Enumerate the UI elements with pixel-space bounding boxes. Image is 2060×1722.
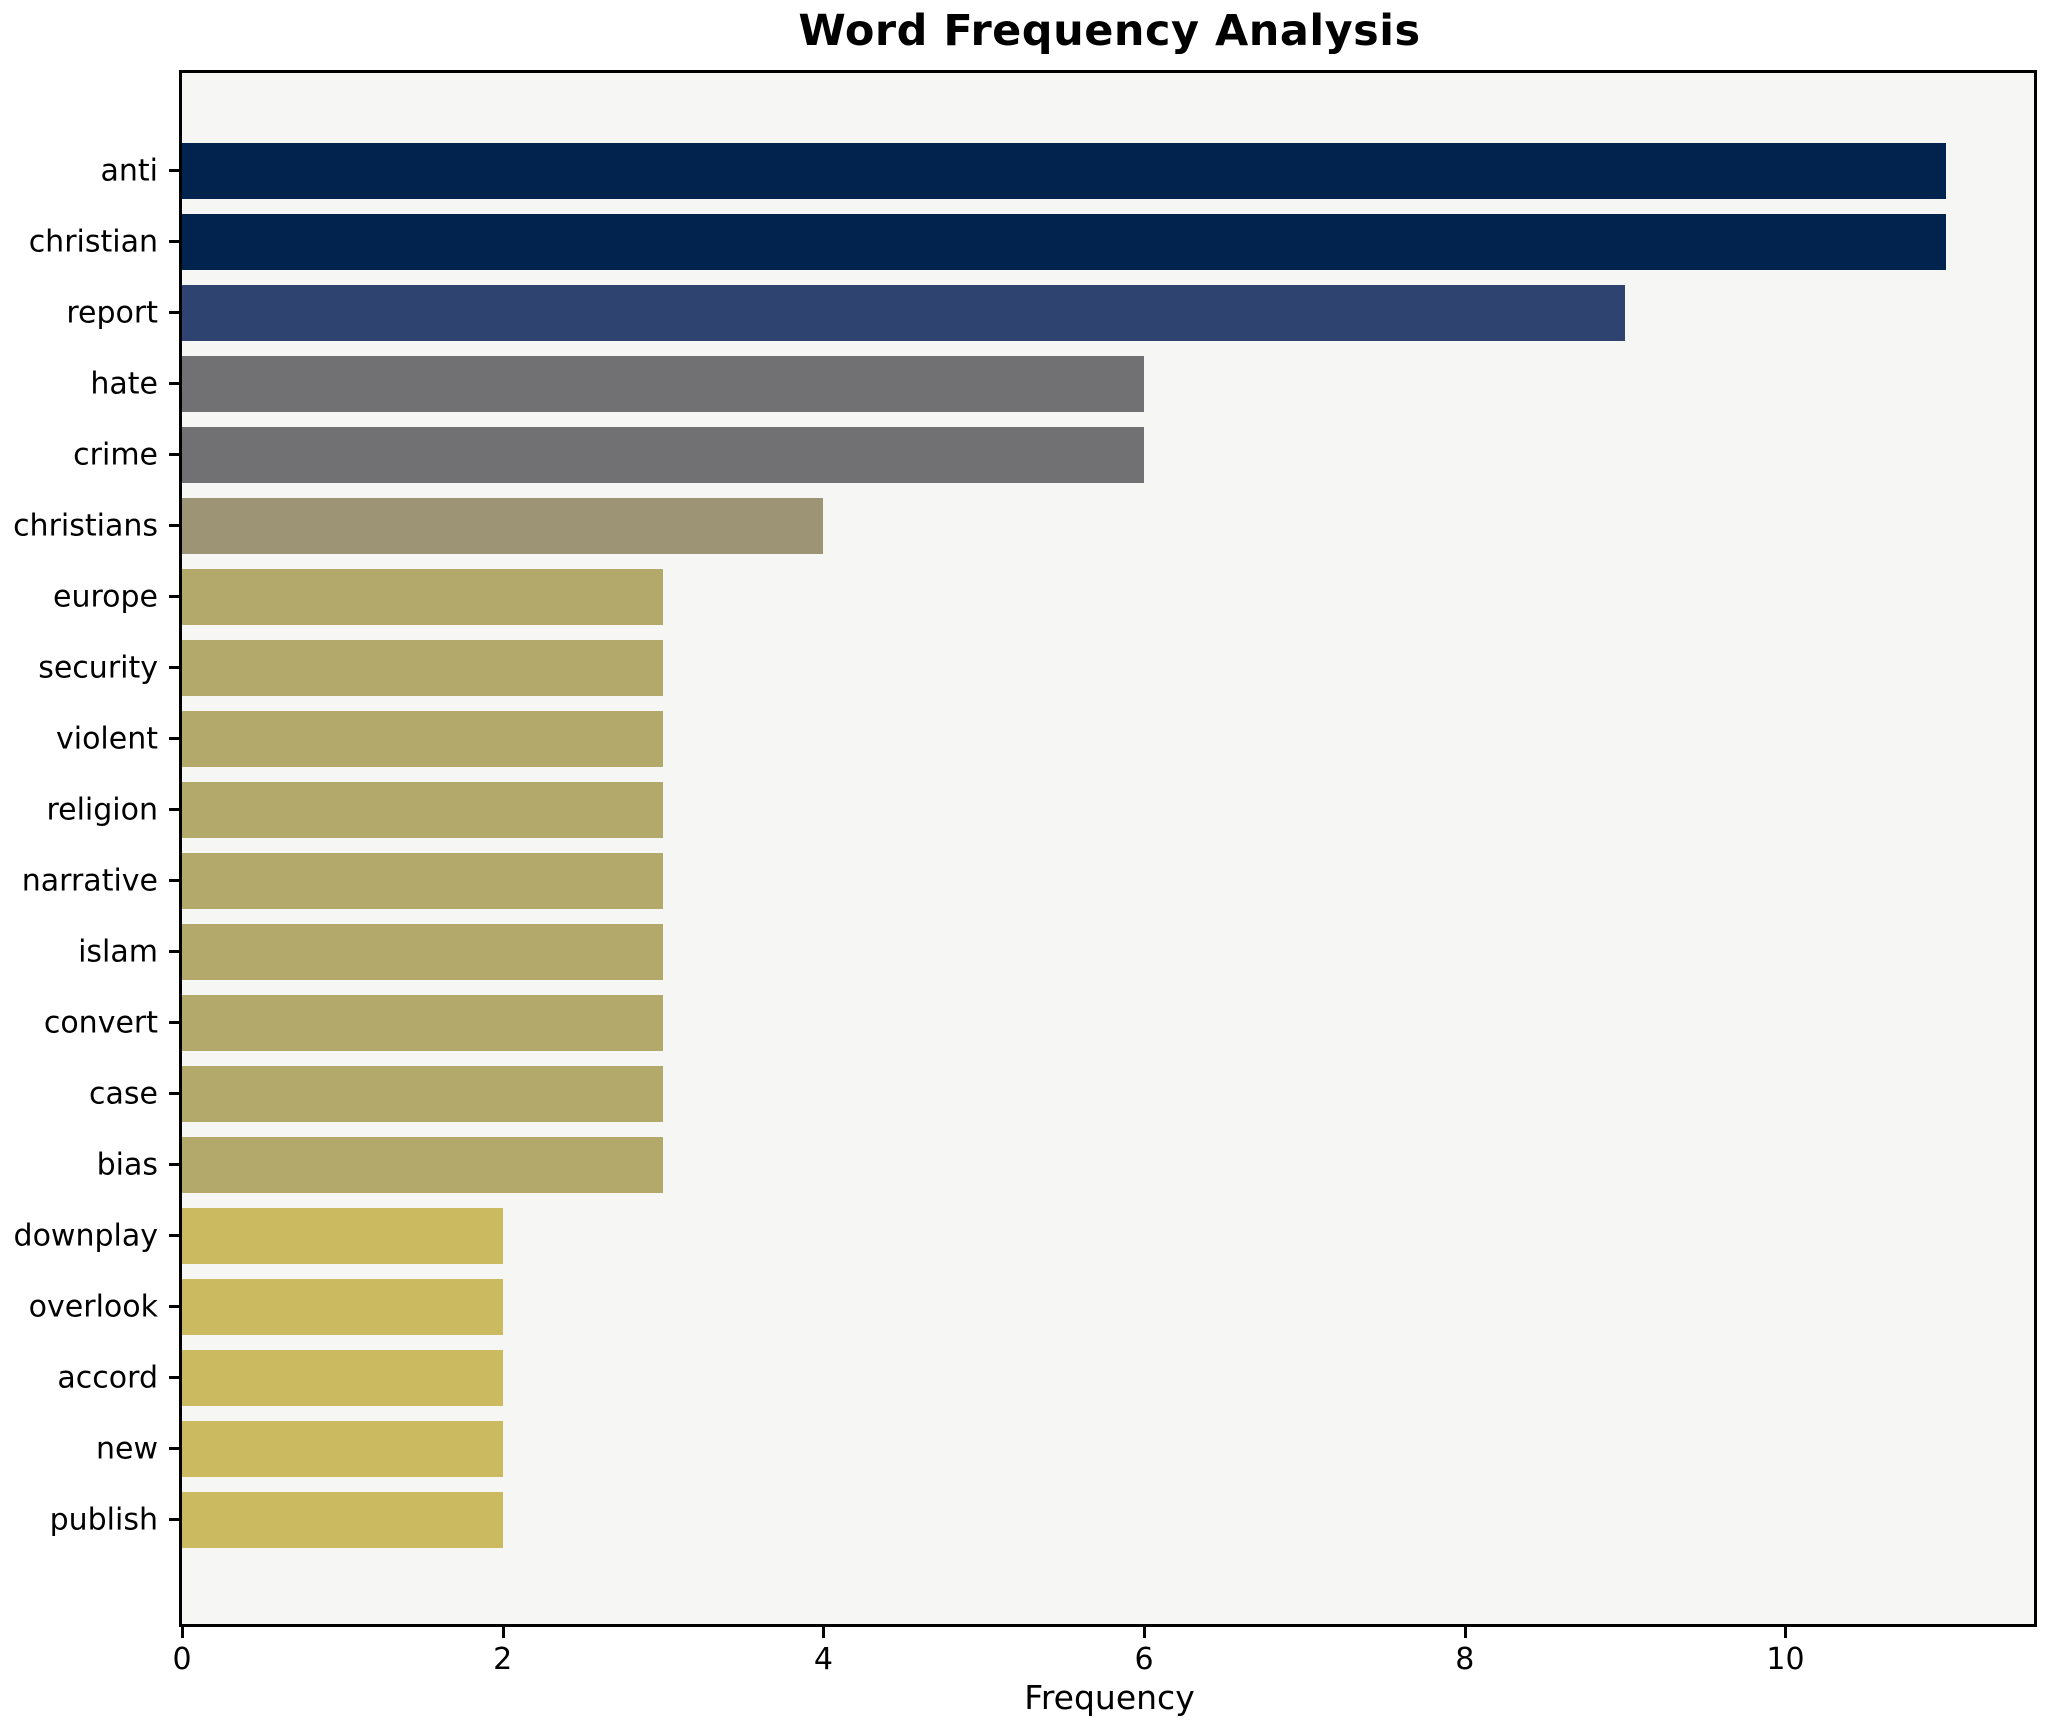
y-axis-tick xyxy=(169,1517,179,1521)
y-axis-category-label: christians xyxy=(13,508,158,543)
x-axis-tick-label: 4 xyxy=(813,1642,833,1677)
frequency-bar xyxy=(182,781,664,838)
frequency-bar xyxy=(182,568,664,625)
y-axis-category-label: crime xyxy=(73,437,158,472)
y-axis-category-label: case xyxy=(89,1076,158,1111)
bars-container: anti christian report hate crime christians eu… xyxy=(13,135,2034,1555)
y-axis-category-label: religion xyxy=(46,792,158,827)
y-axis-tick xyxy=(169,594,179,598)
x-axis-tick-label: 6 xyxy=(1134,1642,1154,1677)
frequency-bar xyxy=(182,355,1145,412)
y-axis-tick xyxy=(169,168,179,172)
x-axis-tick-mark xyxy=(181,1627,184,1638)
bar-row: new xyxy=(96,1413,2034,1484)
y-axis-tick xyxy=(169,878,179,882)
bar-row: downplay xyxy=(14,1200,2034,1271)
y-axis-tick xyxy=(169,665,179,669)
plot-area: anti christian report hate crime christians eu… xyxy=(13,70,2037,1677)
bar-row: christian xyxy=(29,206,2034,277)
frequency-bar xyxy=(182,1491,503,1548)
frequency-bar xyxy=(182,639,664,696)
y-axis-category-label: downplay xyxy=(13,1218,158,1253)
x-axis-tick-label: 10 xyxy=(1766,1642,1805,1677)
y-axis-tick xyxy=(169,523,179,527)
y-axis-tick xyxy=(169,1091,179,1095)
y-axis-tick xyxy=(169,381,179,385)
bar-row: accord xyxy=(57,1342,2034,1413)
y-axis-tick xyxy=(169,1446,179,1450)
x-axis-tick-mark xyxy=(1143,1627,1147,1638)
y-axis-category-label: bias xyxy=(96,1147,158,1182)
frequency-bar xyxy=(182,1207,503,1264)
frequency-bar xyxy=(182,142,1946,199)
y-axis-tick xyxy=(169,736,179,740)
frequency-bar xyxy=(182,426,1145,483)
y-axis-tick xyxy=(169,1020,179,1024)
x-axis-tick-mark xyxy=(501,1627,505,1638)
frequency-bar xyxy=(182,710,664,767)
y-axis-tick xyxy=(169,807,179,811)
bar-row: europe xyxy=(53,561,2034,632)
bar-row: report xyxy=(66,277,2034,348)
bar-row: violent xyxy=(56,703,2034,774)
frequency-bar xyxy=(182,284,1626,341)
y-axis-category-label: islam xyxy=(78,934,158,969)
bar-row: convert xyxy=(44,987,2034,1058)
y-axis-category-label: new xyxy=(95,1431,158,1466)
y-axis-tick xyxy=(169,1375,179,1379)
bar-row: publish xyxy=(50,1484,2034,1555)
frequency-bar xyxy=(182,852,664,909)
y-axis-category-label: violent xyxy=(55,721,158,756)
y-axis-category-label: hate xyxy=(90,366,158,401)
bar-row: narrative xyxy=(22,845,2034,916)
chart-title: Word Frequency Analysis xyxy=(798,6,1421,56)
bar-row: islam xyxy=(78,916,2034,987)
y-axis-category-label: narrative xyxy=(21,863,158,898)
y-axis-category-label: report xyxy=(66,295,158,330)
bar-row: religion xyxy=(46,774,2034,845)
y-axis-category-label: europe xyxy=(53,579,158,614)
bar-row: case xyxy=(89,1058,2034,1129)
frequency-bar xyxy=(182,994,664,1051)
x-axis-label: Frequency xyxy=(1024,1678,1195,1717)
frequency-bar xyxy=(182,1420,503,1477)
y-axis-tick xyxy=(169,1233,179,1237)
y-axis-category-label: convert xyxy=(43,1005,158,1040)
y-axis-tick xyxy=(169,949,179,953)
frequency-bar xyxy=(182,1065,664,1122)
x-axis-tick-label: 2 xyxy=(493,1642,513,1677)
frequency-bar xyxy=(182,923,664,980)
y-axis-tick xyxy=(169,239,179,243)
y-axis-category-label: accord xyxy=(57,1360,158,1395)
frequency-bar xyxy=(182,1278,503,1335)
bar-row: crime xyxy=(73,419,2034,490)
y-axis-tick xyxy=(169,1162,179,1166)
x-axis-tick-label: 8 xyxy=(1455,1642,1475,1677)
bar-row: security xyxy=(38,632,2034,703)
y-axis-tick xyxy=(169,310,179,314)
x-axis-tick-label: 0 xyxy=(172,1642,192,1677)
y-axis-category-label: christian xyxy=(28,224,158,259)
frequency-bar xyxy=(182,1136,664,1193)
y-axis-category-label: security xyxy=(38,650,158,685)
x-axis-tick-mark xyxy=(822,1627,826,1638)
y-axis-tick xyxy=(169,452,179,456)
frequency-bar xyxy=(182,213,1946,270)
bar-row: overlook xyxy=(29,1271,2034,1342)
bar-row: bias xyxy=(97,1129,2034,1200)
y-axis-category-label: publish xyxy=(49,1502,158,1537)
frequency-bar xyxy=(182,497,824,554)
y-axis-category-label: anti xyxy=(100,153,159,188)
x-axis-tick-mark xyxy=(1463,1627,1467,1638)
x-axis-tick-mark xyxy=(1784,1627,1788,1638)
bar-row: anti xyxy=(101,135,2034,206)
bar-row: christians xyxy=(13,490,2034,561)
frequency-bar xyxy=(182,1349,503,1406)
y-axis-tick xyxy=(169,1304,179,1308)
y-axis-category-label: overlook xyxy=(28,1289,158,1324)
bar-row: hate xyxy=(90,348,2034,419)
